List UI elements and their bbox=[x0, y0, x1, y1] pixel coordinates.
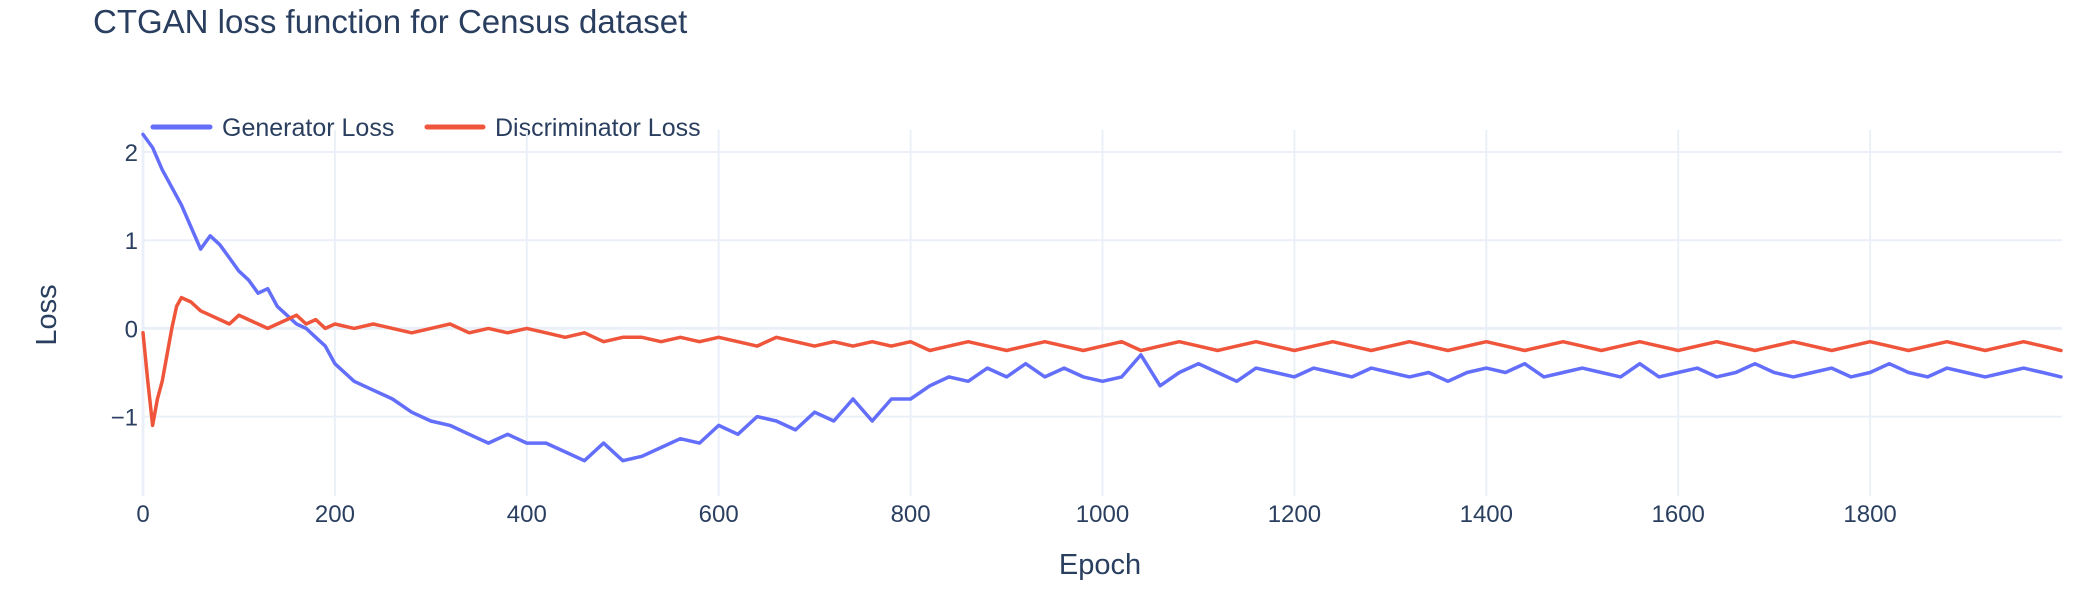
y-tick-label: 2 bbox=[125, 140, 138, 167]
y-axis-title: Loss bbox=[31, 284, 63, 345]
x-tick-label: 400 bbox=[507, 501, 547, 528]
x-tick-label: 1000 bbox=[1076, 501, 1129, 528]
x-tick-label: 1400 bbox=[1460, 501, 1513, 528]
y-tick-label: 1 bbox=[125, 228, 138, 255]
x-tick-label: 200 bbox=[315, 501, 355, 528]
x-tick-labels: 0 200 400 600 800 1000 1200 1400 1600 1800 bbox=[136, 501, 1896, 528]
y-tick-label: −1 bbox=[111, 405, 138, 432]
legend: Generator Loss Discriminator Loss bbox=[150, 114, 701, 142]
x-tick-label: 800 bbox=[891, 501, 931, 528]
x-tick-label: 1800 bbox=[1843, 501, 1896, 528]
x-axis-title: Epoch bbox=[1059, 549, 1141, 581]
x-tick-label: 0 bbox=[136, 501, 149, 528]
y-tick-label: 0 bbox=[125, 316, 138, 343]
x-tick-label: 1200 bbox=[1268, 501, 1321, 528]
chart-title: CTGAN loss function for Census dataset bbox=[93, 3, 687, 40]
generator-loss-line bbox=[141, 132, 2063, 463]
x-tick-label: 1600 bbox=[1652, 501, 1705, 528]
discriminator-loss-line bbox=[141, 295, 2063, 428]
y-tick-labels: 2 1 0 −1 bbox=[111, 140, 138, 432]
legend-label-discriminator: Discriminator Loss bbox=[495, 114, 701, 142]
series-group bbox=[141, 132, 2063, 463]
legend-label-generator: Generator Loss bbox=[222, 114, 394, 142]
grid bbox=[141, 130, 2062, 496]
x-tick-label: 600 bbox=[699, 501, 739, 528]
